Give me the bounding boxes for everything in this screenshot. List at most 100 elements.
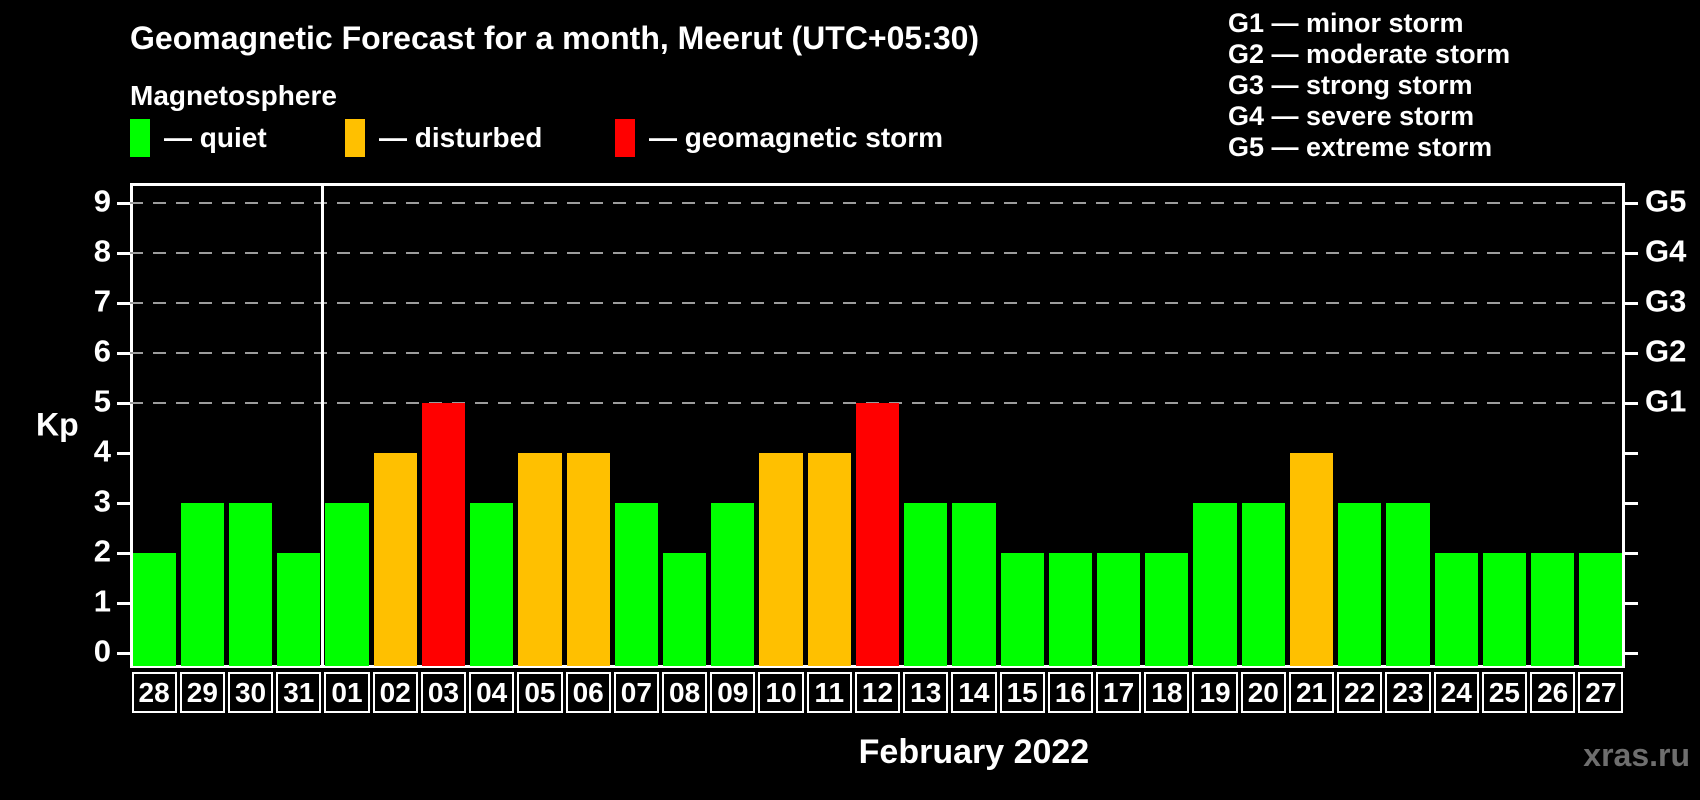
day-label-19: 19 xyxy=(1192,672,1238,713)
day-label-31: 31 xyxy=(276,672,322,713)
day-label-02: 02 xyxy=(372,672,418,713)
y-tick-left-3 xyxy=(117,502,130,505)
disturbed-color-swatch xyxy=(345,119,365,157)
kp-bar-day-12 xyxy=(855,403,900,666)
day-label-25: 25 xyxy=(1481,672,1528,713)
g3-legend-line: G3 — strong storm xyxy=(1228,70,1473,100)
kp-bar-day-26 xyxy=(1531,553,1575,666)
y-tick-right-4 xyxy=(1625,452,1638,455)
kp-bar-day-18 xyxy=(1145,553,1189,666)
day-label-05: 05 xyxy=(517,672,563,713)
y-axis-label-kp: Kp xyxy=(36,406,79,443)
gridline-kp8 xyxy=(130,252,1625,254)
legend-label-quiet: — quiet xyxy=(164,122,267,153)
kp-bar-day-11 xyxy=(807,453,851,666)
day-label-20: 20 xyxy=(1240,672,1286,713)
y-tick-left-0 xyxy=(117,652,130,655)
day-label-12: 12 xyxy=(854,672,901,713)
kp-bar-day-06 xyxy=(566,453,610,666)
kp-bar-day-30 xyxy=(228,503,273,666)
day-label-18: 18 xyxy=(1144,672,1190,713)
day-label-04: 04 xyxy=(469,672,515,713)
day-label-24: 24 xyxy=(1433,672,1479,713)
y-tick-right-8 xyxy=(1625,252,1638,255)
gridline-kp6 xyxy=(130,352,1625,354)
day-label-06: 06 xyxy=(565,672,611,713)
day-label-14: 14 xyxy=(951,672,997,713)
g5-legend-line: G5 — extreme storm xyxy=(1228,132,1493,162)
quiet-color-swatch xyxy=(130,119,150,157)
kp-bar-day-29 xyxy=(180,503,224,666)
y-tick-right-3 xyxy=(1625,502,1638,505)
kp-bar-day-08 xyxy=(662,553,707,666)
gridline-kp7 xyxy=(130,302,1625,304)
plot-area xyxy=(130,183,1625,668)
kp-bar-day-31 xyxy=(277,553,321,666)
kp-bar-day-17 xyxy=(1097,553,1141,666)
day-label-13: 13 xyxy=(903,672,949,713)
y-tick-label-6: 6 xyxy=(93,333,111,369)
magnetosphere-label: Magnetosphere xyxy=(130,80,337,111)
y-tick-left-5 xyxy=(117,402,130,405)
day-label-07: 07 xyxy=(613,672,659,713)
kp-bar-day-02 xyxy=(373,453,417,666)
month-separator-line xyxy=(321,183,325,668)
kp-bar-day-20 xyxy=(1241,503,1285,666)
y-tick-label-3: 3 xyxy=(93,483,111,519)
kp-bar-day-01 xyxy=(325,503,369,666)
y-tick-right-0 xyxy=(1625,652,1638,655)
kp-bar-day-21 xyxy=(1289,453,1334,666)
day-label-28: 28 xyxy=(131,672,177,713)
kp-bar-day-24 xyxy=(1434,553,1478,666)
kp-bar-day-28 xyxy=(132,553,176,666)
right-axis-label-G1: G1 xyxy=(1645,383,1687,419)
y-tick-left-2 xyxy=(117,552,130,555)
kp-bar-day-22 xyxy=(1338,503,1382,666)
day-label-09: 09 xyxy=(710,672,756,713)
y-tick-right-6 xyxy=(1625,352,1638,355)
y-tick-left-7 xyxy=(117,302,130,305)
y-tick-label-8: 8 xyxy=(93,233,111,269)
y-tick-right-5 xyxy=(1625,402,1638,405)
g-scale-legend: G1 — minor storm G2 — moderate storm G3 … xyxy=(1228,8,1510,163)
day-label-03: 03 xyxy=(420,672,467,713)
day-label-17: 17 xyxy=(1096,672,1142,713)
day-label-08: 08 xyxy=(661,672,708,713)
plot-inner xyxy=(130,183,1625,668)
day-label-23: 23 xyxy=(1385,672,1431,713)
day-label-30: 30 xyxy=(227,672,274,713)
watermark: xras.ru xyxy=(1583,737,1690,773)
kp-bar-day-05 xyxy=(518,453,562,666)
legend-label-storm: — geomagnetic storm xyxy=(649,122,944,153)
day-label-10: 10 xyxy=(758,672,804,713)
kp-bar-day-16 xyxy=(1048,553,1092,666)
x-axis-month-label: February 2022 xyxy=(858,733,1090,771)
gridline-kp9 xyxy=(130,202,1625,204)
kp-bar-day-15 xyxy=(1000,553,1044,666)
kp-bar-day-03 xyxy=(421,403,466,666)
kp-bar-day-23 xyxy=(1386,503,1430,666)
kp-bar-day-09 xyxy=(711,503,755,666)
y-tick-left-6 xyxy=(117,352,130,355)
kp-bar-day-13 xyxy=(904,503,948,666)
day-label-01: 01 xyxy=(324,672,370,713)
day-label-21: 21 xyxy=(1288,672,1335,713)
kp-bar-day-27 xyxy=(1579,553,1623,666)
g4-legend-line: G4 — severe storm xyxy=(1228,101,1475,131)
chart-title: Geomagnetic Forecast for a month, Meerut… xyxy=(130,20,980,56)
y-tick-label-0: 0 xyxy=(93,633,111,669)
y-tick-right-7 xyxy=(1625,302,1638,305)
day-label-29: 29 xyxy=(179,672,225,713)
y-tick-right-9 xyxy=(1625,202,1638,205)
day-label-22: 22 xyxy=(1337,672,1383,713)
kp-bar-day-04 xyxy=(470,503,514,666)
y-tick-right-1 xyxy=(1625,602,1638,605)
y-tick-label-7: 7 xyxy=(93,283,111,319)
day-label-11: 11 xyxy=(806,672,852,713)
y-tick-label-2: 2 xyxy=(93,533,111,569)
right-axis-label-G4: G4 xyxy=(1645,233,1687,269)
day-label-16: 16 xyxy=(1047,672,1093,713)
kp-bar-day-25 xyxy=(1482,553,1527,666)
right-axis-label-G3: G3 xyxy=(1645,283,1687,319)
